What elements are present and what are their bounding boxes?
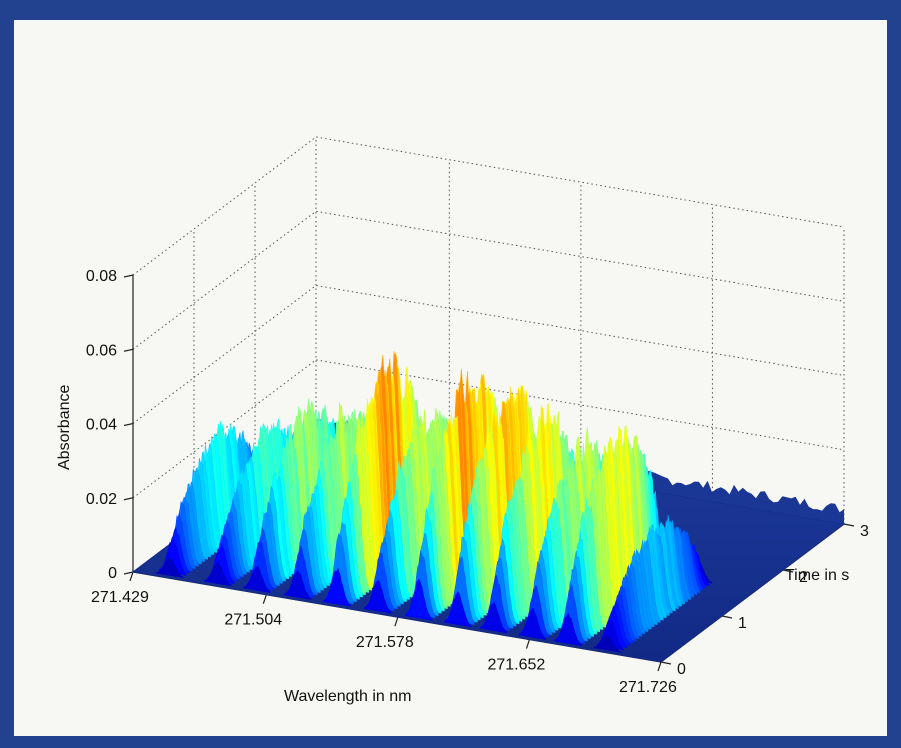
- x-axis-label: Wavelength in nm: [284, 688, 411, 705]
- z-tick: [123, 274, 134, 278]
- grid-line: [132, 284, 845, 424]
- z-tick-label: 0.08: [86, 268, 117, 285]
- z-tick: [123, 422, 134, 427]
- z-tick: [123, 348, 134, 352]
- surface-peak-slice: [364, 580, 392, 614]
- grid-line: [132, 136, 845, 276]
- x-tick: [525, 639, 531, 649]
- surface-peak-slice: [156, 556, 184, 579]
- surface-peak-slice: [554, 612, 582, 646]
- z-tick-label: 0: [108, 565, 117, 582]
- x-tick-label: 271.578: [356, 634, 414, 651]
- labels: 271.429271.504271.578271.652271.72601230…: [56, 268, 869, 705]
- z-tick: [123, 497, 134, 501]
- grid-line: [132, 359, 845, 499]
- z-tick-label: 0.04: [86, 417, 117, 434]
- x-tick-label: 271.652: [487, 657, 545, 674]
- z-tick-label: 0.02: [86, 491, 117, 508]
- y-tick-label: 0: [677, 661, 686, 678]
- x-tick: [262, 594, 267, 604]
- surface-peak-slice: [284, 569, 312, 600]
- y-axis-label: Time in s: [785, 567, 849, 584]
- surface-peak-slice: [405, 578, 433, 621]
- surface-peak-slice: [204, 562, 232, 587]
- surface-peak-slice: [243, 565, 271, 593]
- y-tick: [660, 661, 672, 665]
- x-tick-label: 271.504: [224, 612, 282, 629]
- x-tick: [129, 571, 134, 582]
- y-tick: [721, 615, 733, 619]
- x-tick: [394, 616, 399, 627]
- grid-line: [132, 210, 845, 350]
- surface: [131, 351, 846, 663]
- z-tick-label: 0.06: [86, 342, 117, 359]
- y-tick: [782, 569, 794, 573]
- surface-peak-slice: [323, 567, 351, 607]
- z-tick: [123, 571, 134, 575]
- x-tick-label: 271.726: [619, 679, 677, 696]
- surface-peak-slice: [479, 601, 508, 634]
- y-tick-label: 1: [738, 615, 747, 632]
- surface-peak-slice: [518, 607, 547, 640]
- surface-peak-slice: [444, 590, 472, 628]
- z-axis-label: Absorbance: [56, 385, 73, 470]
- y-tick-label: 3: [860, 523, 869, 540]
- x-tick-label: 271.429: [91, 589, 149, 606]
- surface-peak-slice: [593, 634, 621, 653]
- y-tick-label: 2: [799, 569, 808, 586]
- y-tick: [843, 523, 855, 527]
- x-tick: [657, 661, 662, 672]
